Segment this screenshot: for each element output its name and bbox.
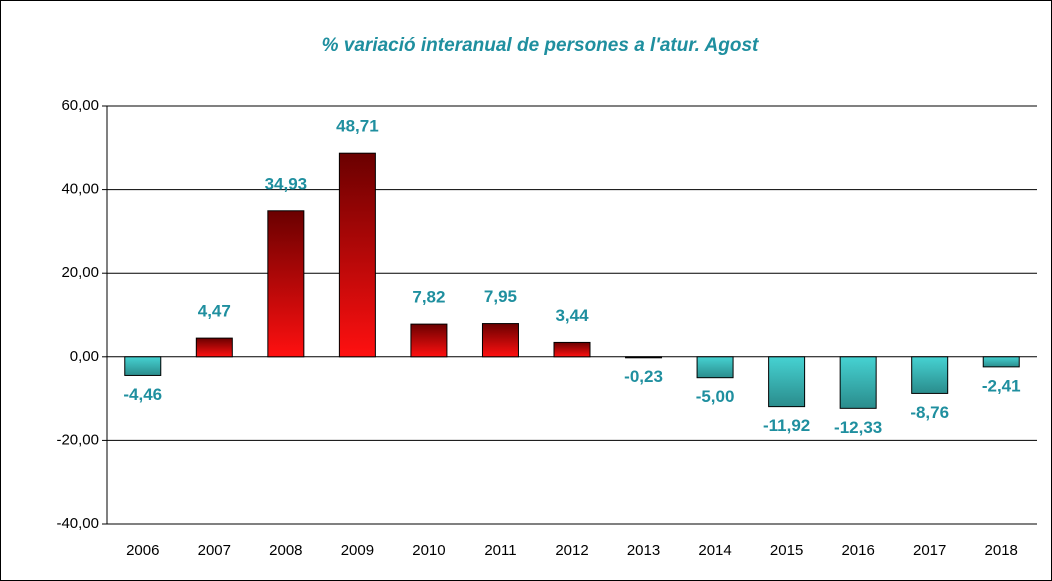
y-tick-label: -20,00 (56, 431, 99, 448)
value-label: -11,92 (763, 416, 810, 435)
bar (625, 356, 663, 359)
chart-title: % variació interanual de persones a l'at… (322, 35, 759, 56)
value-label: -12,33 (834, 418, 882, 437)
value-label: -4,46 (123, 385, 162, 404)
bar (267, 210, 305, 358)
bar (553, 341, 591, 358)
x-tick-label: 2008 (269, 542, 302, 559)
value-label: 48,71 (336, 117, 379, 136)
x-tick-label: 2010 (412, 542, 445, 559)
value-label: 7,95 (484, 287, 517, 306)
y-tick-label: 60,00 (61, 97, 99, 114)
bar (982, 356, 1020, 368)
x-tick-label: 2014 (698, 542, 731, 559)
bar (195, 337, 233, 358)
y-tick-label: 40,00 (61, 181, 99, 198)
bar (481, 323, 519, 358)
x-tick-label: 2009 (341, 542, 374, 559)
x-tick-label: 2016 (841, 542, 874, 559)
value-label: 4,47 (198, 302, 231, 321)
bar (338, 152, 376, 358)
x-tick-label: 2011 (484, 542, 516, 559)
bar (839, 356, 877, 409)
x-tick-label: 2012 (555, 542, 588, 559)
value-label: 3,44 (555, 306, 589, 325)
value-label: 7,82 (412, 288, 445, 307)
x-tick-label: 2018 (985, 542, 1018, 559)
bar (410, 323, 448, 358)
y-tick-label: 20,00 (61, 264, 99, 281)
bar (124, 356, 162, 376)
y-tick-label: 0,00 (70, 348, 99, 365)
value-label: -5,00 (696, 387, 735, 406)
y-tick-label: -40,00 (56, 515, 99, 532)
value-label: -2,41 (982, 376, 1021, 395)
x-tick-label: 2015 (770, 542, 803, 559)
value-label: -8,76 (910, 403, 949, 422)
value-label: -0,23 (624, 367, 663, 386)
x-tick-label: 2017 (913, 542, 946, 559)
value-label: 34,93 (265, 174, 308, 193)
x-tick-label: 2013 (627, 542, 660, 559)
bar (768, 356, 806, 408)
bar (696, 356, 734, 379)
bar (911, 356, 949, 394)
x-tick-label: 2006 (126, 542, 159, 559)
x-tick-label: 2007 (198, 542, 231, 559)
